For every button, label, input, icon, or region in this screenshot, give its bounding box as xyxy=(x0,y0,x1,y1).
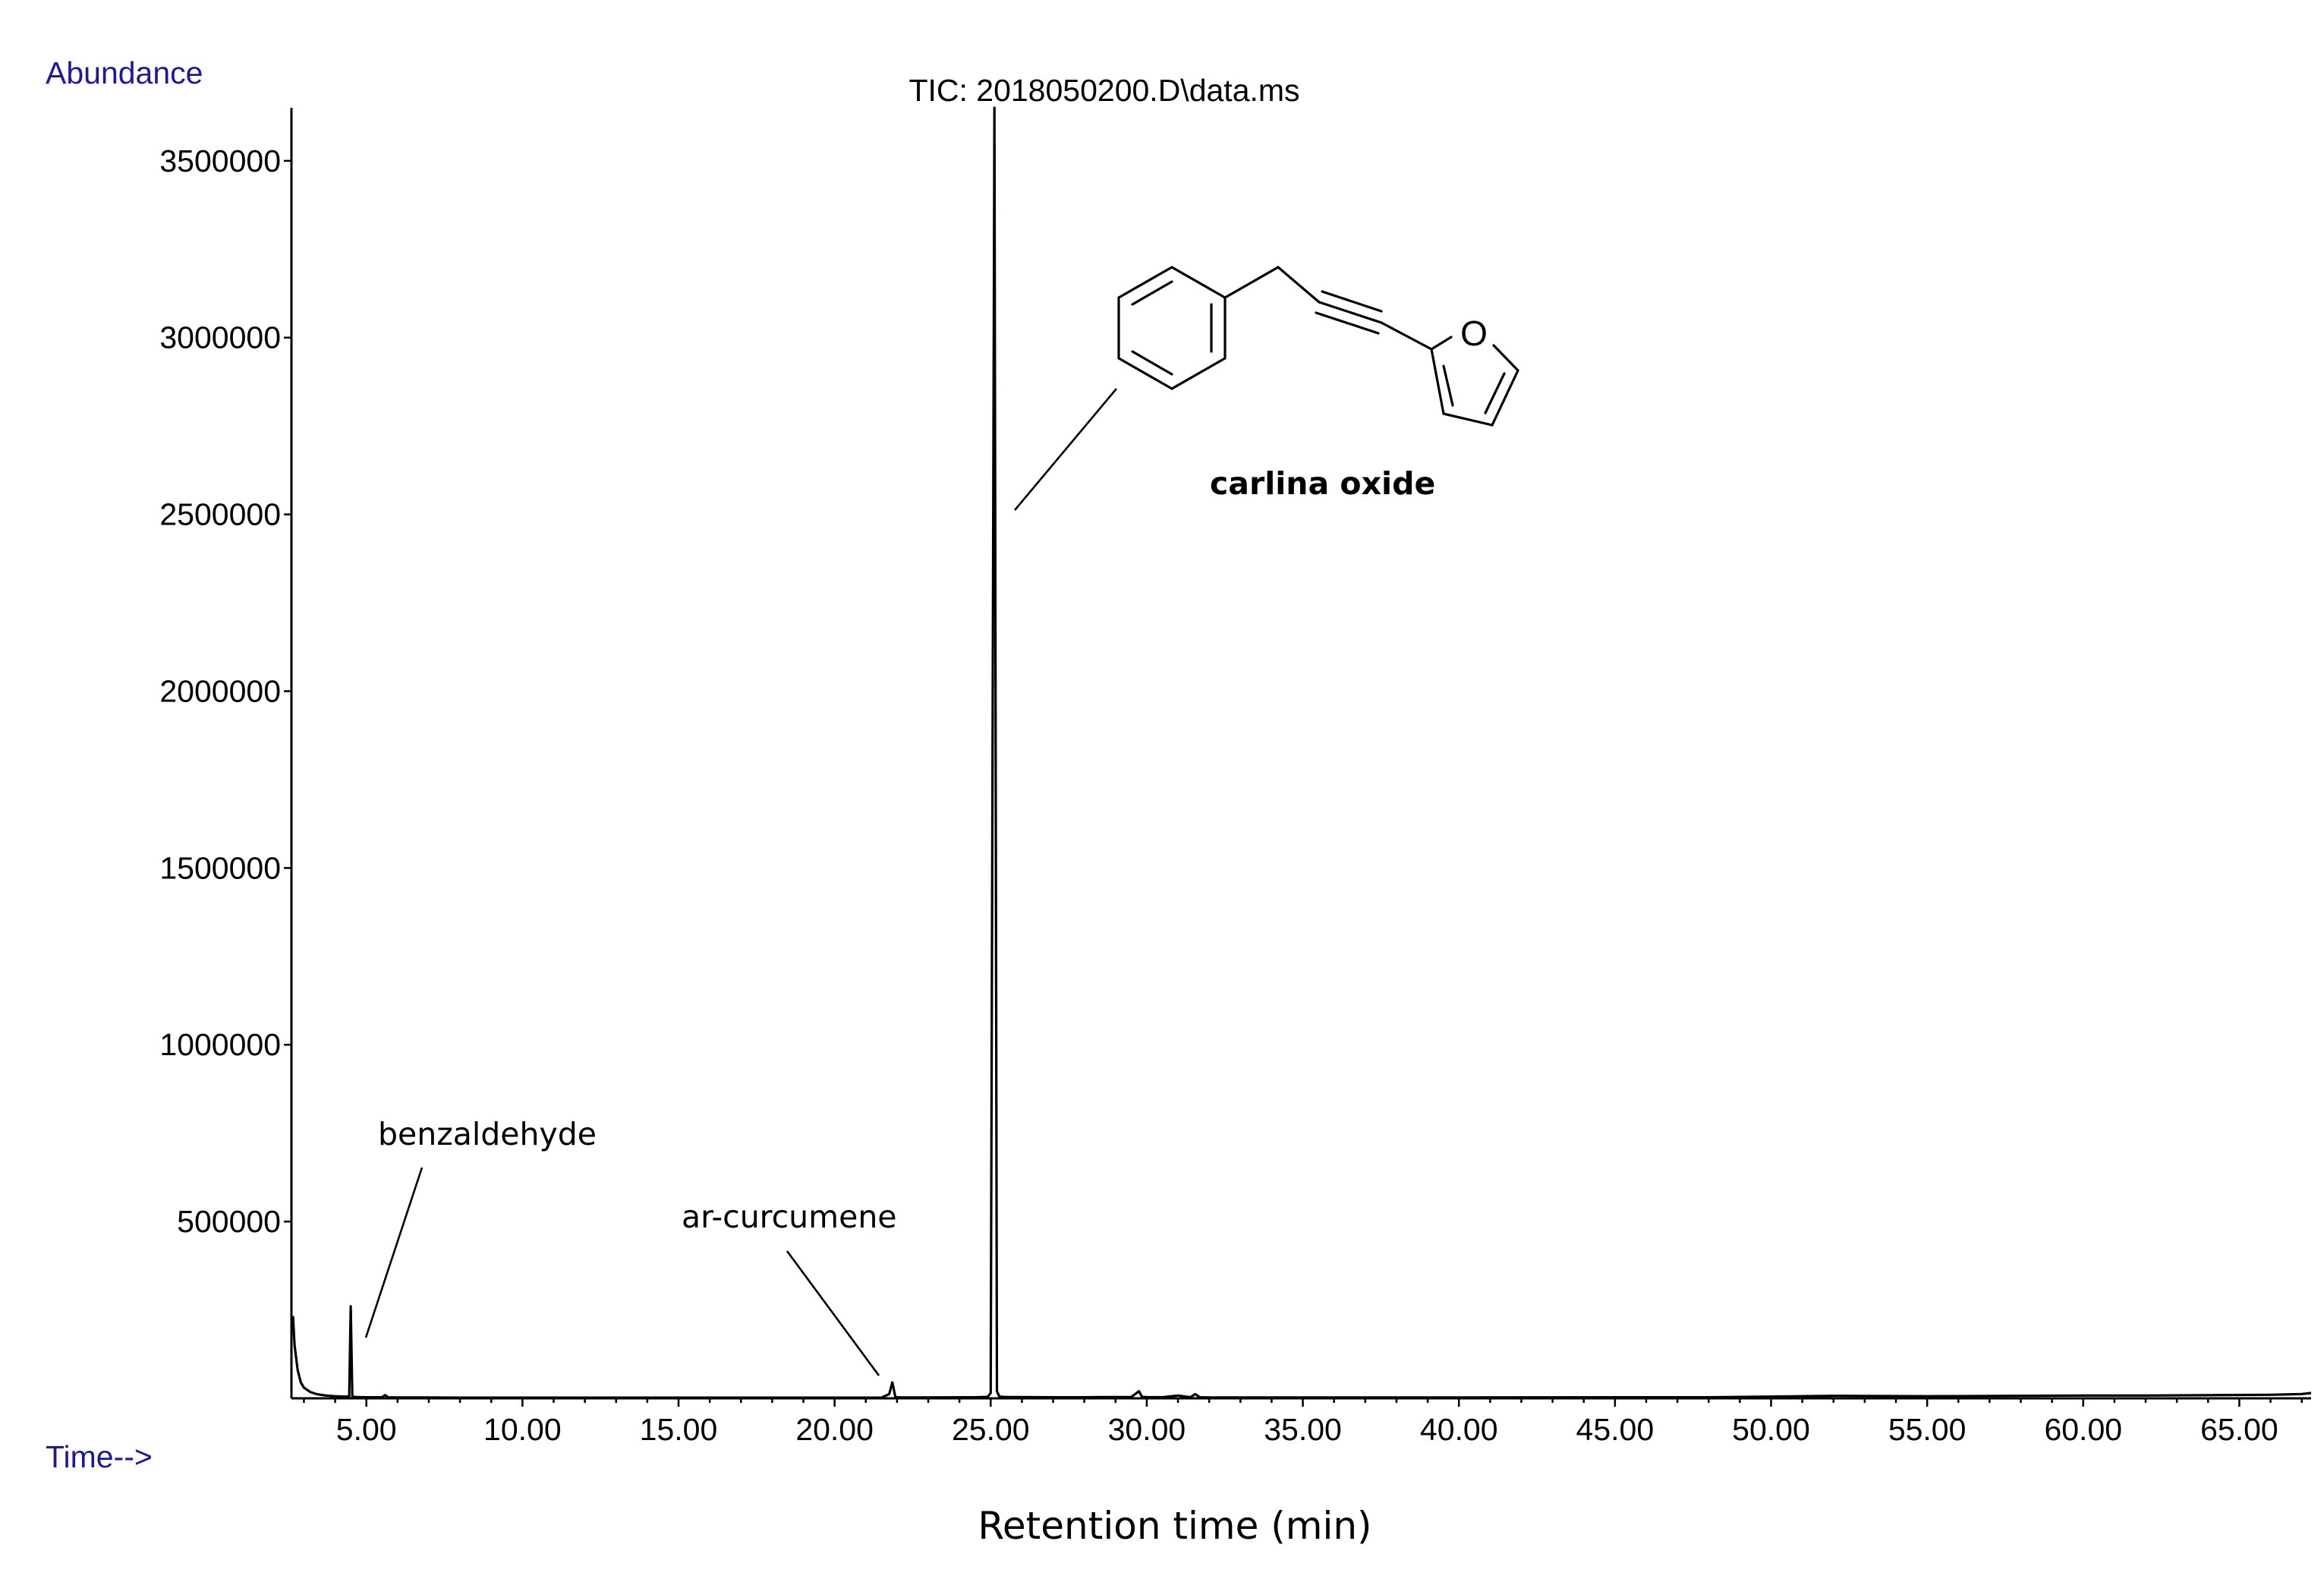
y-tick-label: 2000000 xyxy=(159,673,281,708)
y-axis-label: Abundance xyxy=(46,55,203,90)
chart-title: TIC: 2018050200.D\data.ms xyxy=(909,73,1299,108)
x-tick-label: 35.00 xyxy=(1264,1412,1342,1447)
oxygen-atom-label: O xyxy=(1460,314,1488,353)
y-ticks: 500000 1000000 1500000 2000000 2500000 300000… xyxy=(159,143,291,1239)
ar-curcumene-label: ar-curcumene xyxy=(682,1199,897,1235)
carlina-oxide-label: carlina oxide xyxy=(1210,465,1435,502)
y-tick-label: 1500000 xyxy=(159,850,281,885)
carlina-oxide-structure: O xyxy=(1117,266,1519,427)
x-tick-label: 50.00 xyxy=(1732,1412,1810,1447)
y-tick-label: 2500000 xyxy=(159,497,281,532)
x-tick-label: 5.00 xyxy=(336,1412,397,1447)
x-tick-label: 30.00 xyxy=(1108,1412,1186,1447)
x-tick-label: 10.00 xyxy=(483,1412,562,1447)
ar-curcumene-leader xyxy=(786,1250,880,1376)
x-tick-label: 45.00 xyxy=(1576,1412,1655,1447)
benzaldehyde-leader xyxy=(364,1167,424,1338)
y-tick-label: 3000000 xyxy=(159,320,281,355)
time-axis-label: Time--> xyxy=(46,1439,153,1474)
y-tick-label: 1000000 xyxy=(159,1027,281,1062)
y-tick-label: 500000 xyxy=(177,1204,281,1239)
tic-trace xyxy=(290,106,2312,1399)
x-tick-label: 15.00 xyxy=(640,1412,718,1447)
benzaldehyde-label: benzaldehyde xyxy=(378,1116,597,1152)
x-axis-title: Retention time (min) xyxy=(978,1504,1371,1548)
x-ticks: 5.00 10.00 15.00 20.00 25.00 30.00 35.00 40.00 4… xyxy=(303,1398,2303,1447)
carlina-oxide-leader xyxy=(1014,388,1117,511)
x-tick-label: 40.00 xyxy=(1420,1412,1498,1447)
x-tick-label: 65.00 xyxy=(2200,1412,2278,1447)
y-tick-label: 3500000 xyxy=(159,143,281,178)
x-tick-label: 60.00 xyxy=(2044,1412,2122,1447)
x-tick-label: 55.00 xyxy=(1888,1412,1967,1447)
x-tick-label: 25.00 xyxy=(952,1412,1030,1447)
x-tick-label: 20.00 xyxy=(795,1412,874,1447)
